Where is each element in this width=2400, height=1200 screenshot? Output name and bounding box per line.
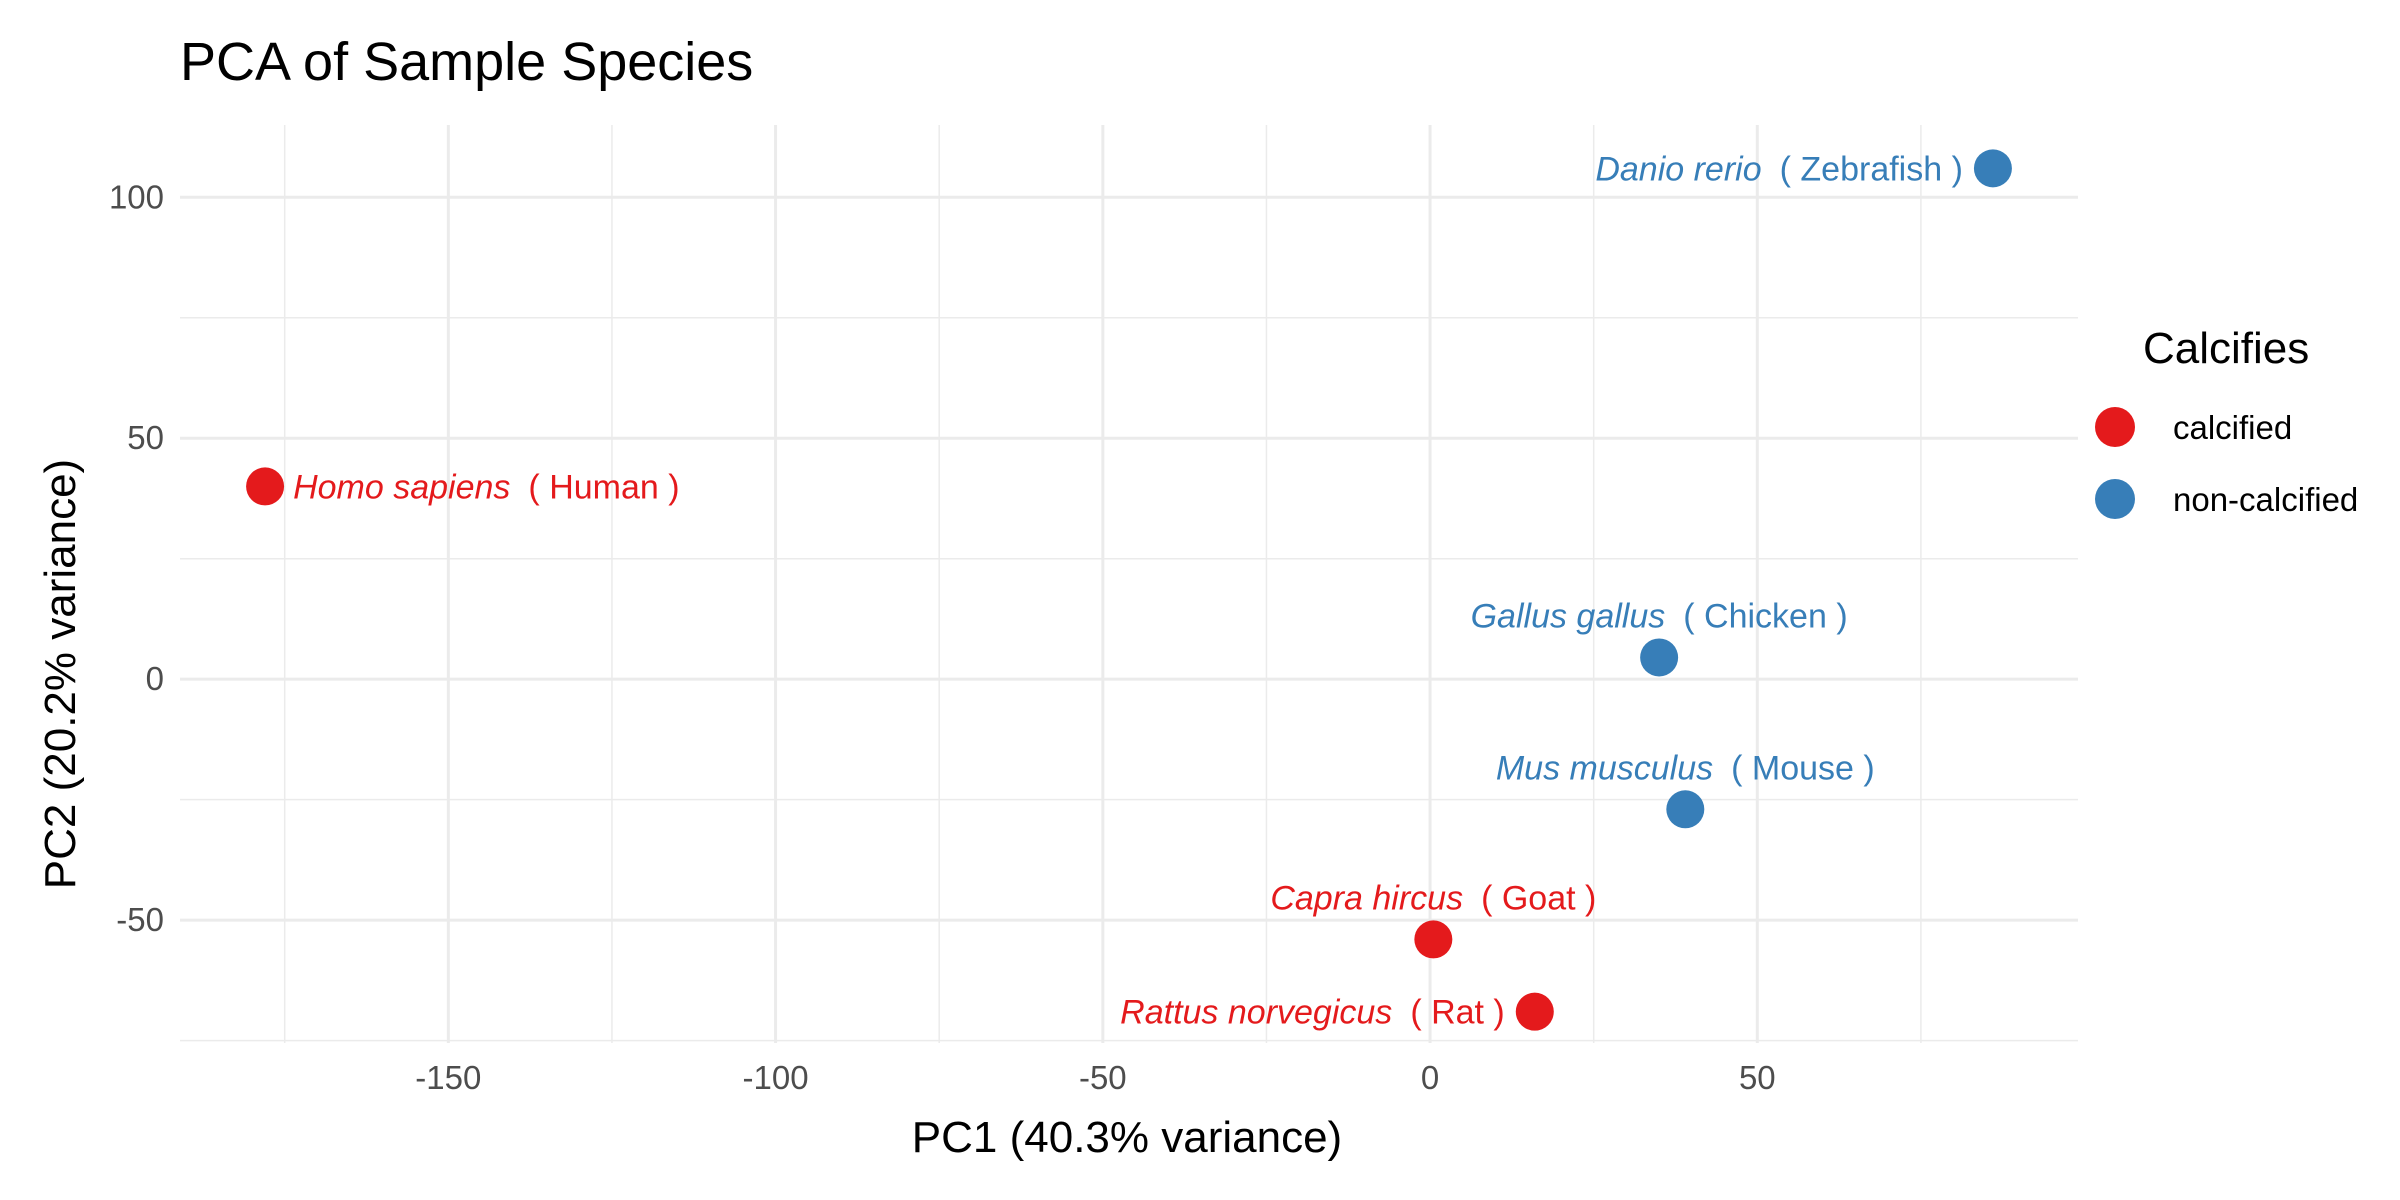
data-point xyxy=(1414,920,1453,959)
x-tick-label: 50 xyxy=(1739,1059,1776,1096)
data-points: Danio rerio ( Zebrafish ) Homo sapiens ( Hu… xyxy=(246,149,2012,1032)
common-name: ( Zebrafish ) xyxy=(1780,150,1963,188)
point-label: Capra hircus ( Goat ) xyxy=(1270,879,1596,917)
legend-title: Calcifies xyxy=(2143,324,2309,373)
species-name: Homo sapiens xyxy=(293,468,510,506)
data-point xyxy=(1666,790,1705,829)
legend-label: calcified xyxy=(2173,409,2292,446)
common-name: ( Mouse ) xyxy=(1731,749,1875,787)
data-point xyxy=(246,467,285,506)
y-axis-title: PC2 (20.2% variance) xyxy=(36,459,85,889)
data-point xyxy=(1640,638,1679,677)
data-point xyxy=(1973,149,2012,188)
point-label: Mus musculus ( Mouse ) xyxy=(1496,749,1875,787)
point-label: Danio rerio ( Zebrafish ) xyxy=(1595,150,1963,188)
species-name: Danio rerio xyxy=(1595,150,1761,188)
species-name: Capra hircus xyxy=(1270,879,1463,917)
common-name: ( Human ) xyxy=(528,468,679,506)
x-tick-label: 0 xyxy=(1421,1059,1439,1096)
y-tick-label: 0 xyxy=(146,660,164,697)
point-label: Homo sapiens ( Human ) xyxy=(293,468,679,506)
point-label: Rattus norvegicus ( Rat ) xyxy=(1120,994,1505,1032)
y-tick-label: 50 xyxy=(127,419,164,456)
grid xyxy=(180,125,2078,1043)
common-name: ( Rat ) xyxy=(1410,994,1504,1032)
x-tick-label: -100 xyxy=(743,1059,809,1096)
point-label: Gallus gallus ( Chicken ) xyxy=(1471,597,1848,635)
legend-key xyxy=(2095,479,2135,519)
y-tick-label: 100 xyxy=(109,178,164,215)
common-name: ( Goat ) xyxy=(1481,879,1596,917)
x-tick-label: -50 xyxy=(1079,1059,1127,1096)
chart-title: PCA of Sample Species xyxy=(180,32,753,92)
legend: Calcifies calcified non-calcified xyxy=(2095,324,2358,519)
species-name: Mus musculus xyxy=(1496,749,1713,787)
legend-key xyxy=(2095,407,2135,447)
axis-ticks: -150 -100 -50 0 50 -50 0 50 100 xyxy=(109,178,1776,1096)
data-point xyxy=(1515,992,1554,1031)
x-tick-label: -150 xyxy=(415,1059,481,1096)
species-name: Rattus norvegicus xyxy=(1120,994,1392,1032)
legend-label: non-calcified xyxy=(2173,481,2358,518)
y-tick-label: -50 xyxy=(116,901,164,938)
common-name: ( Chicken ) xyxy=(1683,597,1847,635)
x-axis-title: PC1 (40.3% variance) xyxy=(912,1113,1342,1162)
species-name: Gallus gallus xyxy=(1471,597,1666,635)
